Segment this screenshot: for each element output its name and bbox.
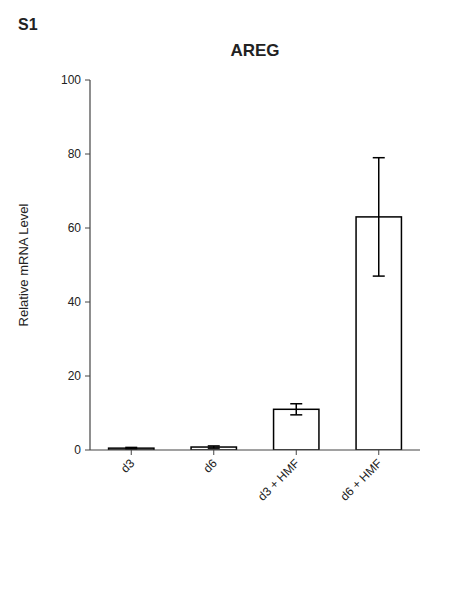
y-tick	[85, 80, 90, 81]
error-cap	[373, 157, 385, 159]
y-tick-label: 100	[61, 73, 81, 87]
x-axis: d3 d6 d3 + HMF d6 + HMF	[90, 450, 420, 504]
error-bar	[373, 158, 385, 276]
error-cap	[208, 447, 220, 449]
error-cap	[290, 403, 302, 405]
y-tick-label: 20	[68, 369, 82, 383]
y-tick-label: 80	[68, 147, 82, 161]
x-tick-label: d3	[118, 456, 138, 476]
error-cap	[290, 414, 302, 416]
x-tick-label: d6 + HMF	[337, 456, 384, 503]
error-cap	[373, 275, 385, 277]
y-tick	[85, 228, 90, 229]
x-tick-label: d6	[201, 456, 221, 476]
chart-svg: S1AREG020406080100Relative mRNA Leveld3d…	[0, 0, 450, 600]
x-tick	[296, 450, 297, 455]
bar	[274, 409, 319, 450]
error-stem	[378, 158, 380, 276]
y-tick	[85, 450, 90, 451]
panel-label: S1	[18, 16, 38, 33]
title: AREG	[230, 41, 279, 60]
y-axis-label: Relative mRNA Level	[16, 203, 31, 326]
y-tick	[85, 302, 90, 303]
x-tick	[378, 450, 379, 455]
x-tick-label: d3 + HMF	[255, 456, 302, 503]
y-tick	[85, 376, 90, 377]
error-cap	[208, 445, 220, 447]
error-bar	[290, 404, 302, 415]
y-tick	[85, 154, 90, 155]
x-tick	[213, 450, 214, 455]
y-tick-label: 40	[68, 295, 82, 309]
error-cap	[125, 447, 137, 449]
error-bar	[125, 447, 137, 448]
chart-container: S1AREG020406080100Relative mRNA Leveld3d…	[0, 0, 450, 600]
x-axis-line	[90, 449, 420, 450]
y-tick-label: 0	[74, 443, 81, 457]
plot-area	[109, 158, 402, 450]
y-axis: 0 20 40 60 80 100	[61, 73, 90, 457]
x-tick	[131, 450, 132, 455]
error-bar	[208, 446, 220, 448]
y-axis-line	[89, 80, 90, 450]
y-tick-label: 60	[68, 221, 82, 235]
error-stem	[296, 404, 298, 415]
